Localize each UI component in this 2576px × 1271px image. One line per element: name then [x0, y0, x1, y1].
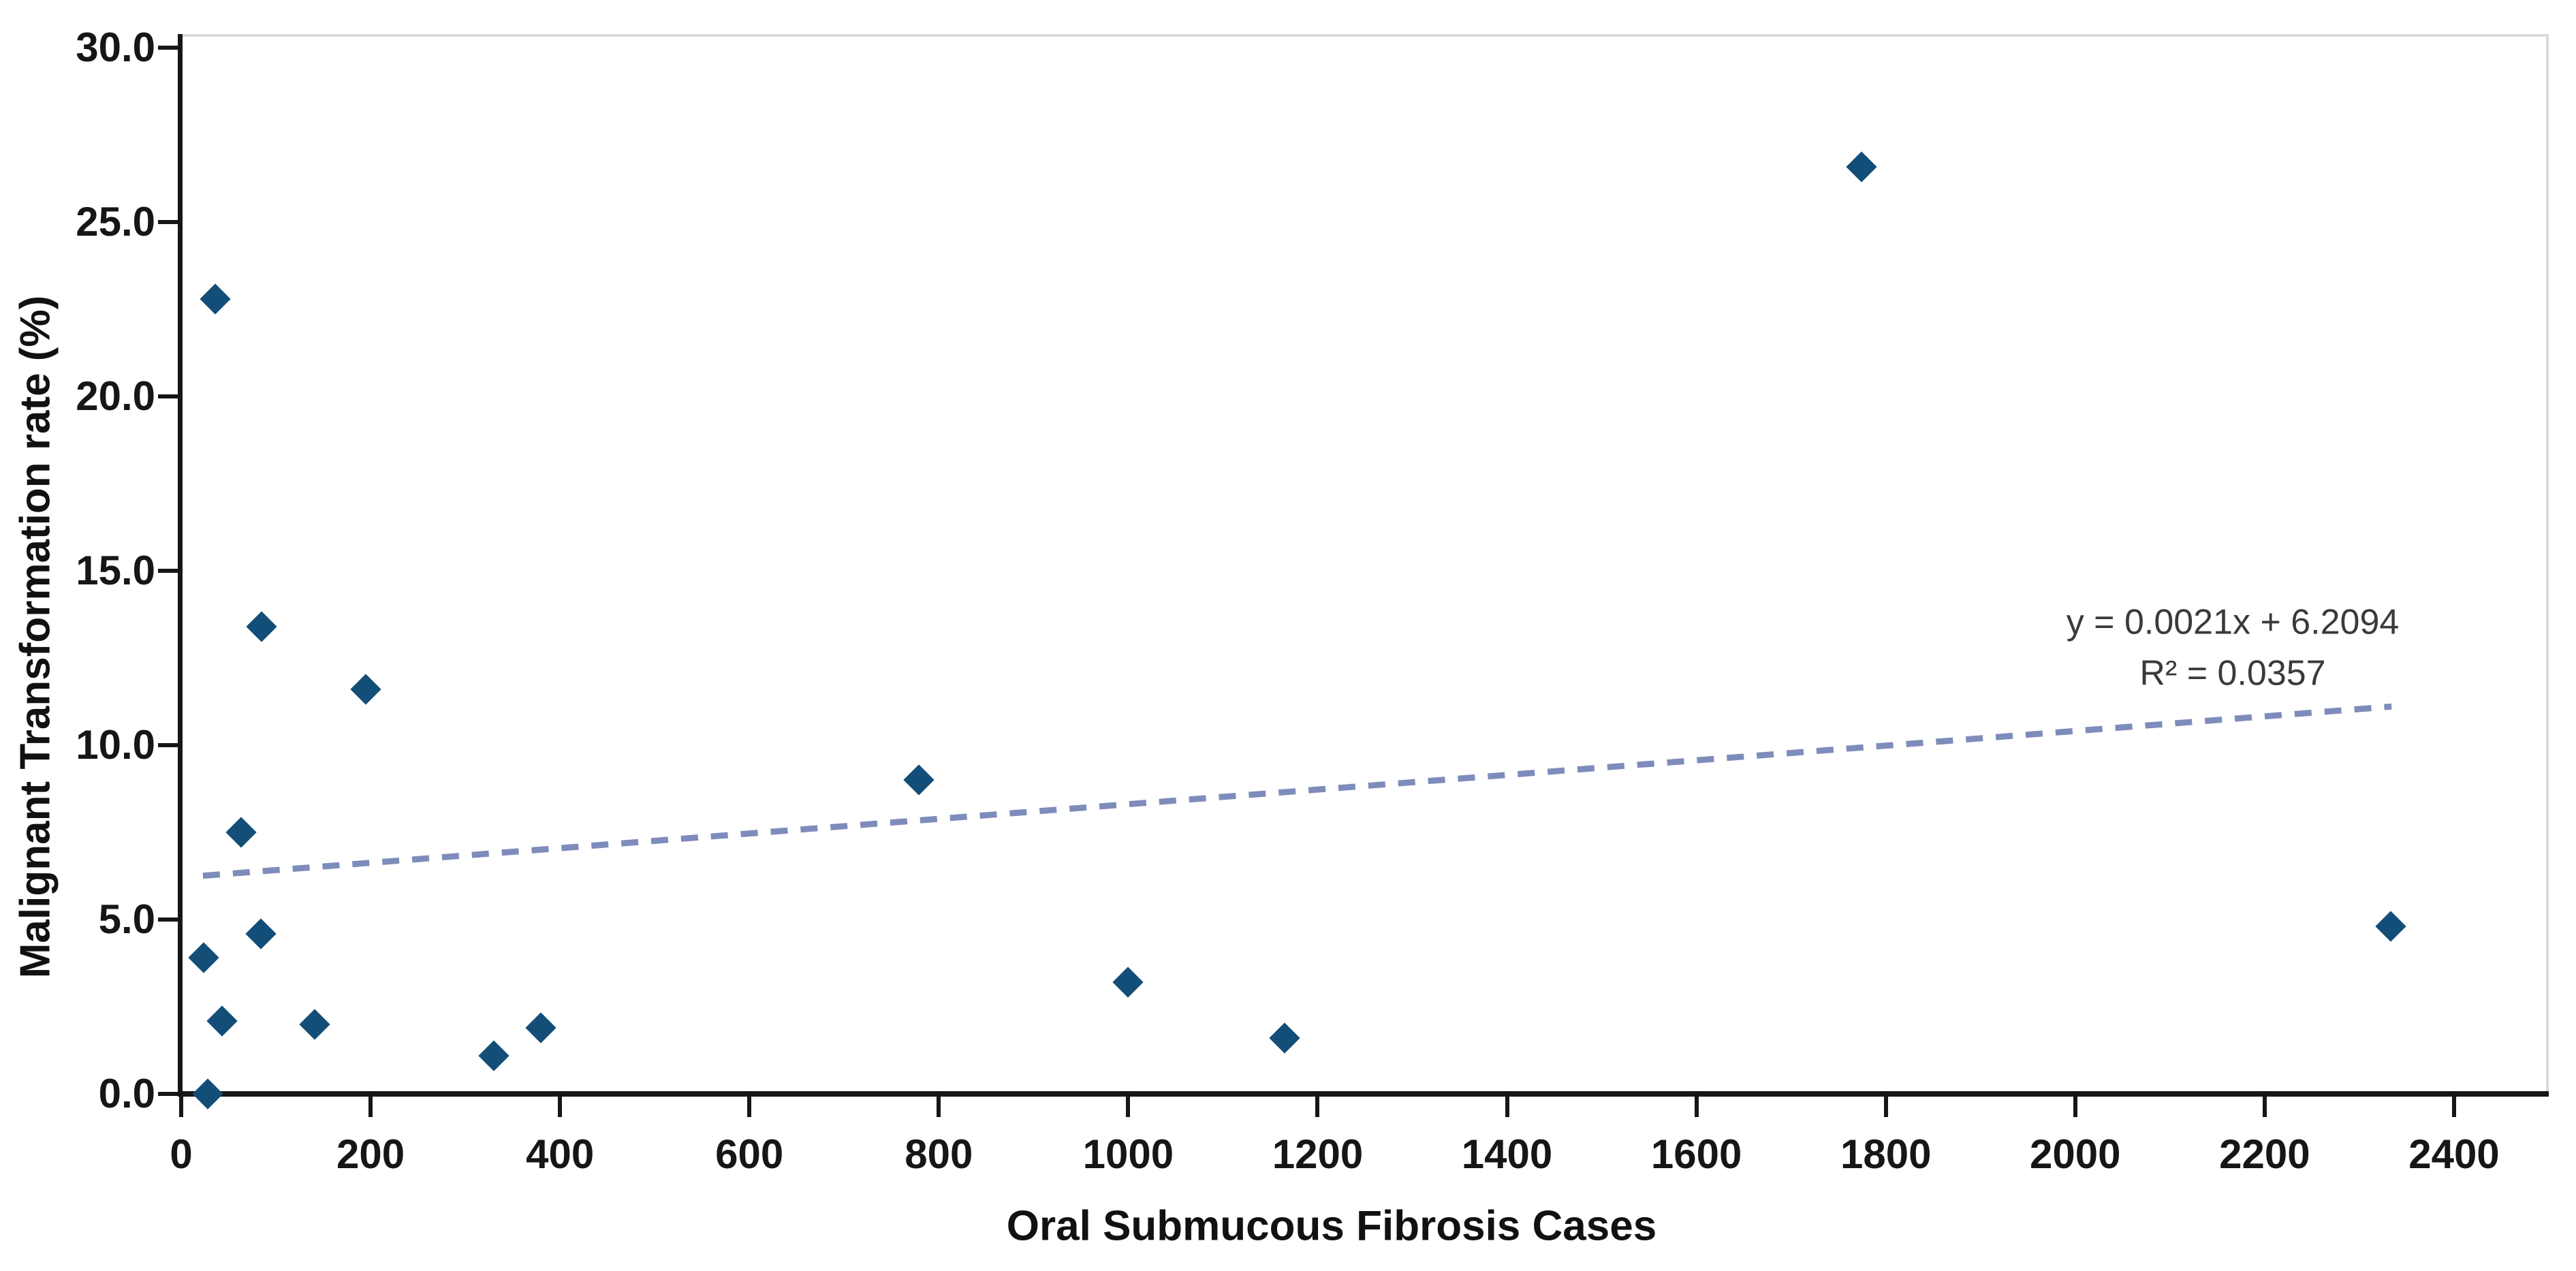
- x-tick-label: 0: [170, 1131, 193, 1177]
- x-tick-mark: [747, 1097, 752, 1117]
- x-tick-mark: [179, 1097, 183, 1117]
- y-tick-mark: [158, 743, 178, 748]
- x-tick-mark: [1315, 1097, 1320, 1117]
- x-tick-mark: [937, 1097, 941, 1117]
- x-tick-label: 1400: [1461, 1131, 1553, 1177]
- trendline: [202, 703, 2392, 879]
- x-tick-mark: [1126, 1097, 1131, 1117]
- x-tick-label: 200: [336, 1131, 405, 1177]
- y-tick-label: 10.0: [76, 722, 155, 768]
- trendline-equation: y = 0.0021x + 6.2094 R² = 0.0357: [2067, 597, 2400, 700]
- y-tick-mark: [158, 394, 178, 399]
- y-tick-label: 15.0: [76, 548, 155, 594]
- y-tick-mark: [158, 917, 178, 922]
- x-tick-label: 400: [526, 1131, 595, 1177]
- x-tick-label: 800: [905, 1131, 973, 1177]
- x-tick-mark: [2073, 1097, 2077, 1117]
- x-tick-label: 1000: [1082, 1131, 1174, 1177]
- x-tick-mark: [558, 1097, 563, 1117]
- x-tick-label: 2200: [2219, 1131, 2310, 1177]
- x-tick-mark: [1694, 1097, 1699, 1117]
- y-tick-mark: [158, 1092, 178, 1096]
- plot-area: [178, 34, 2549, 1095]
- y-tick-label: 25.0: [76, 199, 155, 245]
- x-tick-mark: [2451, 1097, 2456, 1117]
- y-tick-label: 20.0: [76, 373, 155, 420]
- trendline-equation-line1: y = 0.0021x + 6.2094: [2066, 602, 2400, 642]
- x-axis-title: Oral Submucous Fibrosis Cases: [1006, 1202, 1657, 1250]
- x-tick-label: 2000: [2030, 1131, 2121, 1177]
- x-tick-mark: [1883, 1097, 1888, 1117]
- x-tick-label: 1600: [1650, 1131, 1742, 1177]
- x-tick-label: 600: [715, 1131, 784, 1177]
- y-tick-label: 30.0: [76, 25, 155, 71]
- y-tick-label: 0.0: [98, 1071, 155, 1116]
- x-tick-mark: [368, 1097, 373, 1117]
- y-tick-mark: [158, 46, 178, 50]
- x-tick-label: 1800: [1840, 1131, 1932, 1177]
- x-tick-mark: [1505, 1097, 1509, 1117]
- trendline-equation-line2: R² = 0.0357: [2139, 654, 2326, 693]
- x-tick-label: 2400: [2408, 1131, 2500, 1177]
- y-axis-title: Malignant Transformation rate (%): [12, 295, 59, 979]
- x-tick-mark: [2262, 1097, 2267, 1117]
- x-tick-label: 1200: [1272, 1131, 1364, 1177]
- x-axis-line: [178, 1091, 2549, 1097]
- y-axis-line: [178, 34, 183, 1097]
- y-tick-mark: [158, 220, 178, 225]
- y-tick-mark: [158, 569, 178, 574]
- y-tick-label: 5.0: [98, 896, 155, 943]
